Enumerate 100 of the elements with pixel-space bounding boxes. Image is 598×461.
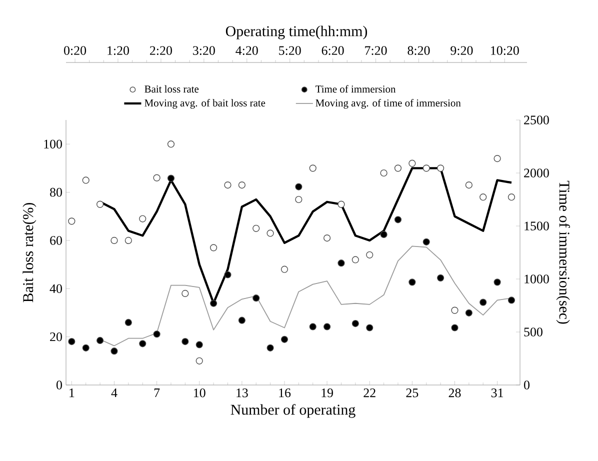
point [68, 338, 76, 346]
point [338, 200, 345, 208]
y2-axis-title: Time of immersion(sec) [556, 180, 570, 324]
point [139, 340, 146, 348]
point [437, 164, 444, 172]
x-tick-label: 25 [406, 388, 418, 398]
point [124, 318, 132, 326]
point [266, 344, 274, 352]
point [182, 290, 189, 297]
x-tick-label: 1 [70, 388, 74, 398]
point [182, 338, 189, 346]
x-tick-label: 16 [279, 388, 291, 398]
point [110, 348, 118, 355]
point [494, 278, 501, 286]
point [394, 164, 402, 172]
y-tick-label: 40 [50, 284, 62, 294]
point [295, 183, 302, 190]
x-tick-label: 22 [364, 388, 376, 398]
y2-tick-label: 2500 [524, 116, 549, 124]
y-tick-label: 80 [50, 188, 62, 197]
x2-tick-label: 5:20 [279, 46, 301, 55]
point [167, 174, 175, 182]
point [139, 215, 146, 222]
y2-tick-label: 0 [524, 380, 530, 390]
point [96, 336, 104, 344]
x-tick-label: 13 [236, 388, 248, 398]
point [324, 323, 331, 330]
point [380, 230, 388, 238]
y2-tick-label: 1500 [524, 222, 549, 230]
y2-tick-label: 1000 [524, 274, 549, 284]
x2-tick-label: 3:20 [193, 46, 215, 55]
point [408, 278, 416, 286]
x-axis-title: Number of operating [230, 404, 356, 418]
point [366, 251, 374, 258]
point [252, 294, 260, 302]
point [508, 296, 516, 304]
point [224, 271, 232, 278]
point [394, 216, 402, 224]
point [465, 309, 472, 316]
x-tick-label: 19 [322, 388, 333, 398]
point [153, 174, 160, 182]
y-tick-label: 100 [44, 140, 62, 148]
point [110, 236, 118, 244]
x-tick-label: 28 [448, 388, 461, 398]
legend-label: Bait loss rate [144, 85, 199, 93]
point [451, 324, 458, 332]
point [408, 160, 416, 167]
point [309, 164, 316, 172]
x2-tick-label: 2:20 [150, 46, 172, 55]
x2-tick-label: 8:20 [408, 46, 430, 55]
point [238, 181, 246, 189]
x-tick-label: 7 [154, 388, 160, 397]
point [480, 298, 487, 306]
point [309, 323, 316, 330]
point [82, 344, 90, 352]
x-tick-label: 4 [111, 388, 118, 398]
point [422, 164, 430, 172]
x2-tick-label: 6:20 [322, 46, 344, 55]
point [508, 194, 516, 201]
point [366, 324, 374, 332]
point [68, 218, 76, 225]
point [494, 154, 501, 162]
y2-tick-label: 2000 [524, 168, 549, 178]
point [96, 200, 104, 208]
point [280, 266, 288, 273]
x2-tick-label: 1:20 [108, 46, 130, 55]
point [196, 341, 203, 348]
x2-tick-label: 4:20 [236, 46, 258, 55]
y2-tick-label: 500 [524, 328, 542, 336]
x-tick-label: 31 [491, 388, 504, 398]
point [338, 260, 345, 267]
legend-label: Moving avg. of time of immersion [316, 99, 461, 109]
point [352, 256, 359, 264]
point [252, 224, 260, 232]
y-tick-label: 0 [56, 380, 62, 390]
point [437, 274, 444, 282]
point [295, 196, 302, 204]
point [266, 230, 274, 237]
y-axis-title: Bait loss rate(%) [22, 202, 36, 302]
point [224, 181, 232, 189]
legend-label: Moving avg. of bait loss rate [144, 99, 266, 109]
point [167, 140, 175, 148]
x2-tick-label: 0:20 [64, 46, 86, 55]
x2-tick-label: 7:20 [365, 46, 387, 55]
point [238, 316, 246, 324]
point [352, 320, 359, 328]
point [196, 357, 203, 364]
legend-label: Time of immersion [316, 85, 396, 93]
point [422, 238, 430, 246]
point [465, 181, 472, 189]
point [380, 169, 388, 177]
x2-tick-label: 10:20 [491, 46, 519, 55]
point [324, 234, 331, 242]
x2-axis-title: Operating time(hh:mm) [226, 26, 368, 40]
point [210, 300, 218, 307]
x2-tick-label: 9:20 [450, 46, 473, 55]
point [480, 194, 487, 201]
point [124, 236, 132, 244]
y-tick-label: 20 [50, 332, 62, 342]
point [210, 244, 218, 252]
